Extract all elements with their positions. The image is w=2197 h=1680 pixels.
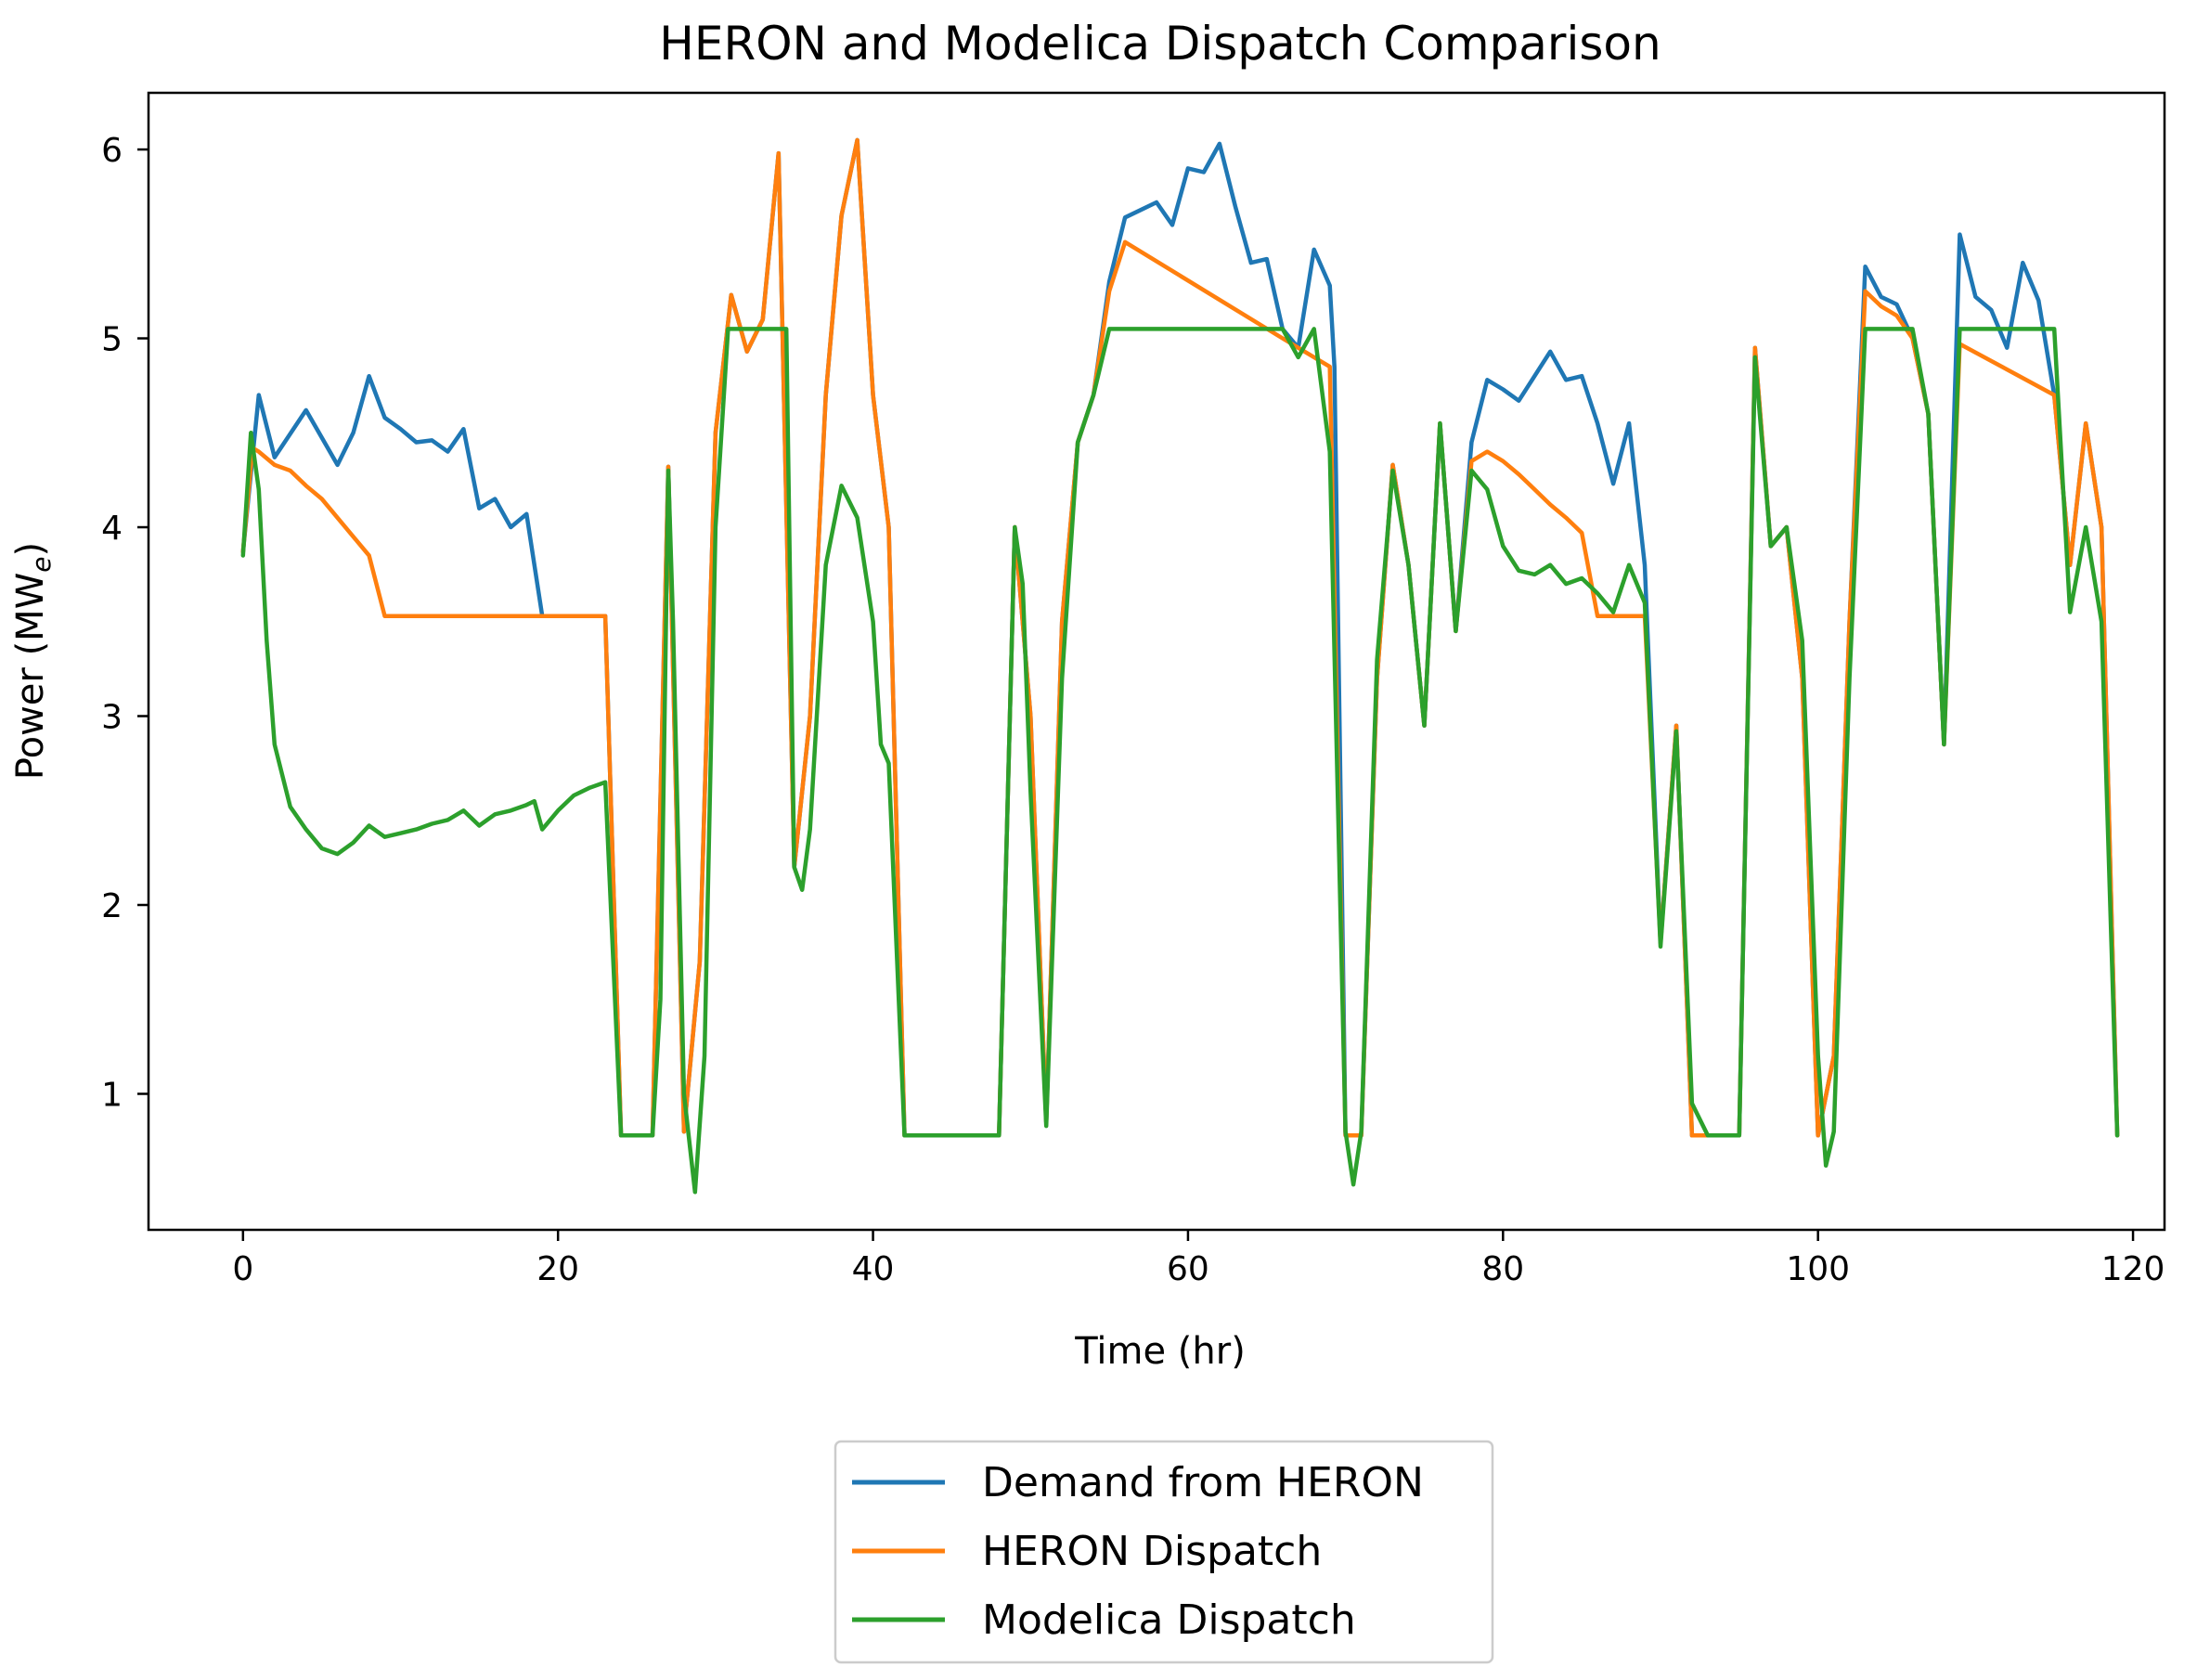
x-tick-label: 0 <box>232 1250 253 1288</box>
legend-label-demand-from-heron: Demand from HERON <box>982 1459 1424 1506</box>
y-tick-label: 3 <box>101 699 123 737</box>
legend-box <box>834 1440 1494 1664</box>
y-tick-label: 6 <box>101 132 123 170</box>
y-tick-label: 2 <box>101 887 123 925</box>
y-axis-label-subscript: e <box>26 557 57 573</box>
y-axis-label-main: Power (MW <box>9 573 52 780</box>
y-tick-label: 1 <box>101 1076 123 1114</box>
y-axis-ticks: 1 2 3 4 5 6 <box>101 132 149 1114</box>
plot-area <box>240 137 2120 1195</box>
x-tick-label: 80 <box>1481 1250 1524 1288</box>
y-tick-label: 4 <box>101 510 123 548</box>
y-axis-label: Power (MWe) <box>9 542 57 780</box>
x-tick-label: 100 <box>1786 1250 1850 1288</box>
y-tick-label: 5 <box>101 321 123 359</box>
x-tick-label: 40 <box>852 1250 895 1288</box>
series-lines <box>240 137 2120 1195</box>
series-line-modelica-dispatch <box>240 327 2120 1195</box>
legend: Demand from HERON HERON Dispatch Modelica … <box>834 1440 1494 1664</box>
x-axis-ticks: 0 20 40 60 80 100 120 <box>232 1230 2165 1288</box>
chart-title: HERON and Modelica Dispatch Comparison <box>659 17 1661 71</box>
plot-frame <box>147 91 2166 1232</box>
legend-label-modelica-dispatch: Modelica Dispatch <box>982 1596 1356 1644</box>
y-axis-label-close: ) <box>9 542 52 557</box>
x-tick-label: 20 <box>536 1250 579 1288</box>
x-tick-label: 120 <box>2101 1250 2165 1288</box>
legend-label-heron-dispatch: HERON Dispatch <box>982 1528 1322 1575</box>
x-tick-label: 60 <box>1167 1250 1209 1288</box>
x-axis-label: Time (hr) <box>1074 1330 1246 1373</box>
